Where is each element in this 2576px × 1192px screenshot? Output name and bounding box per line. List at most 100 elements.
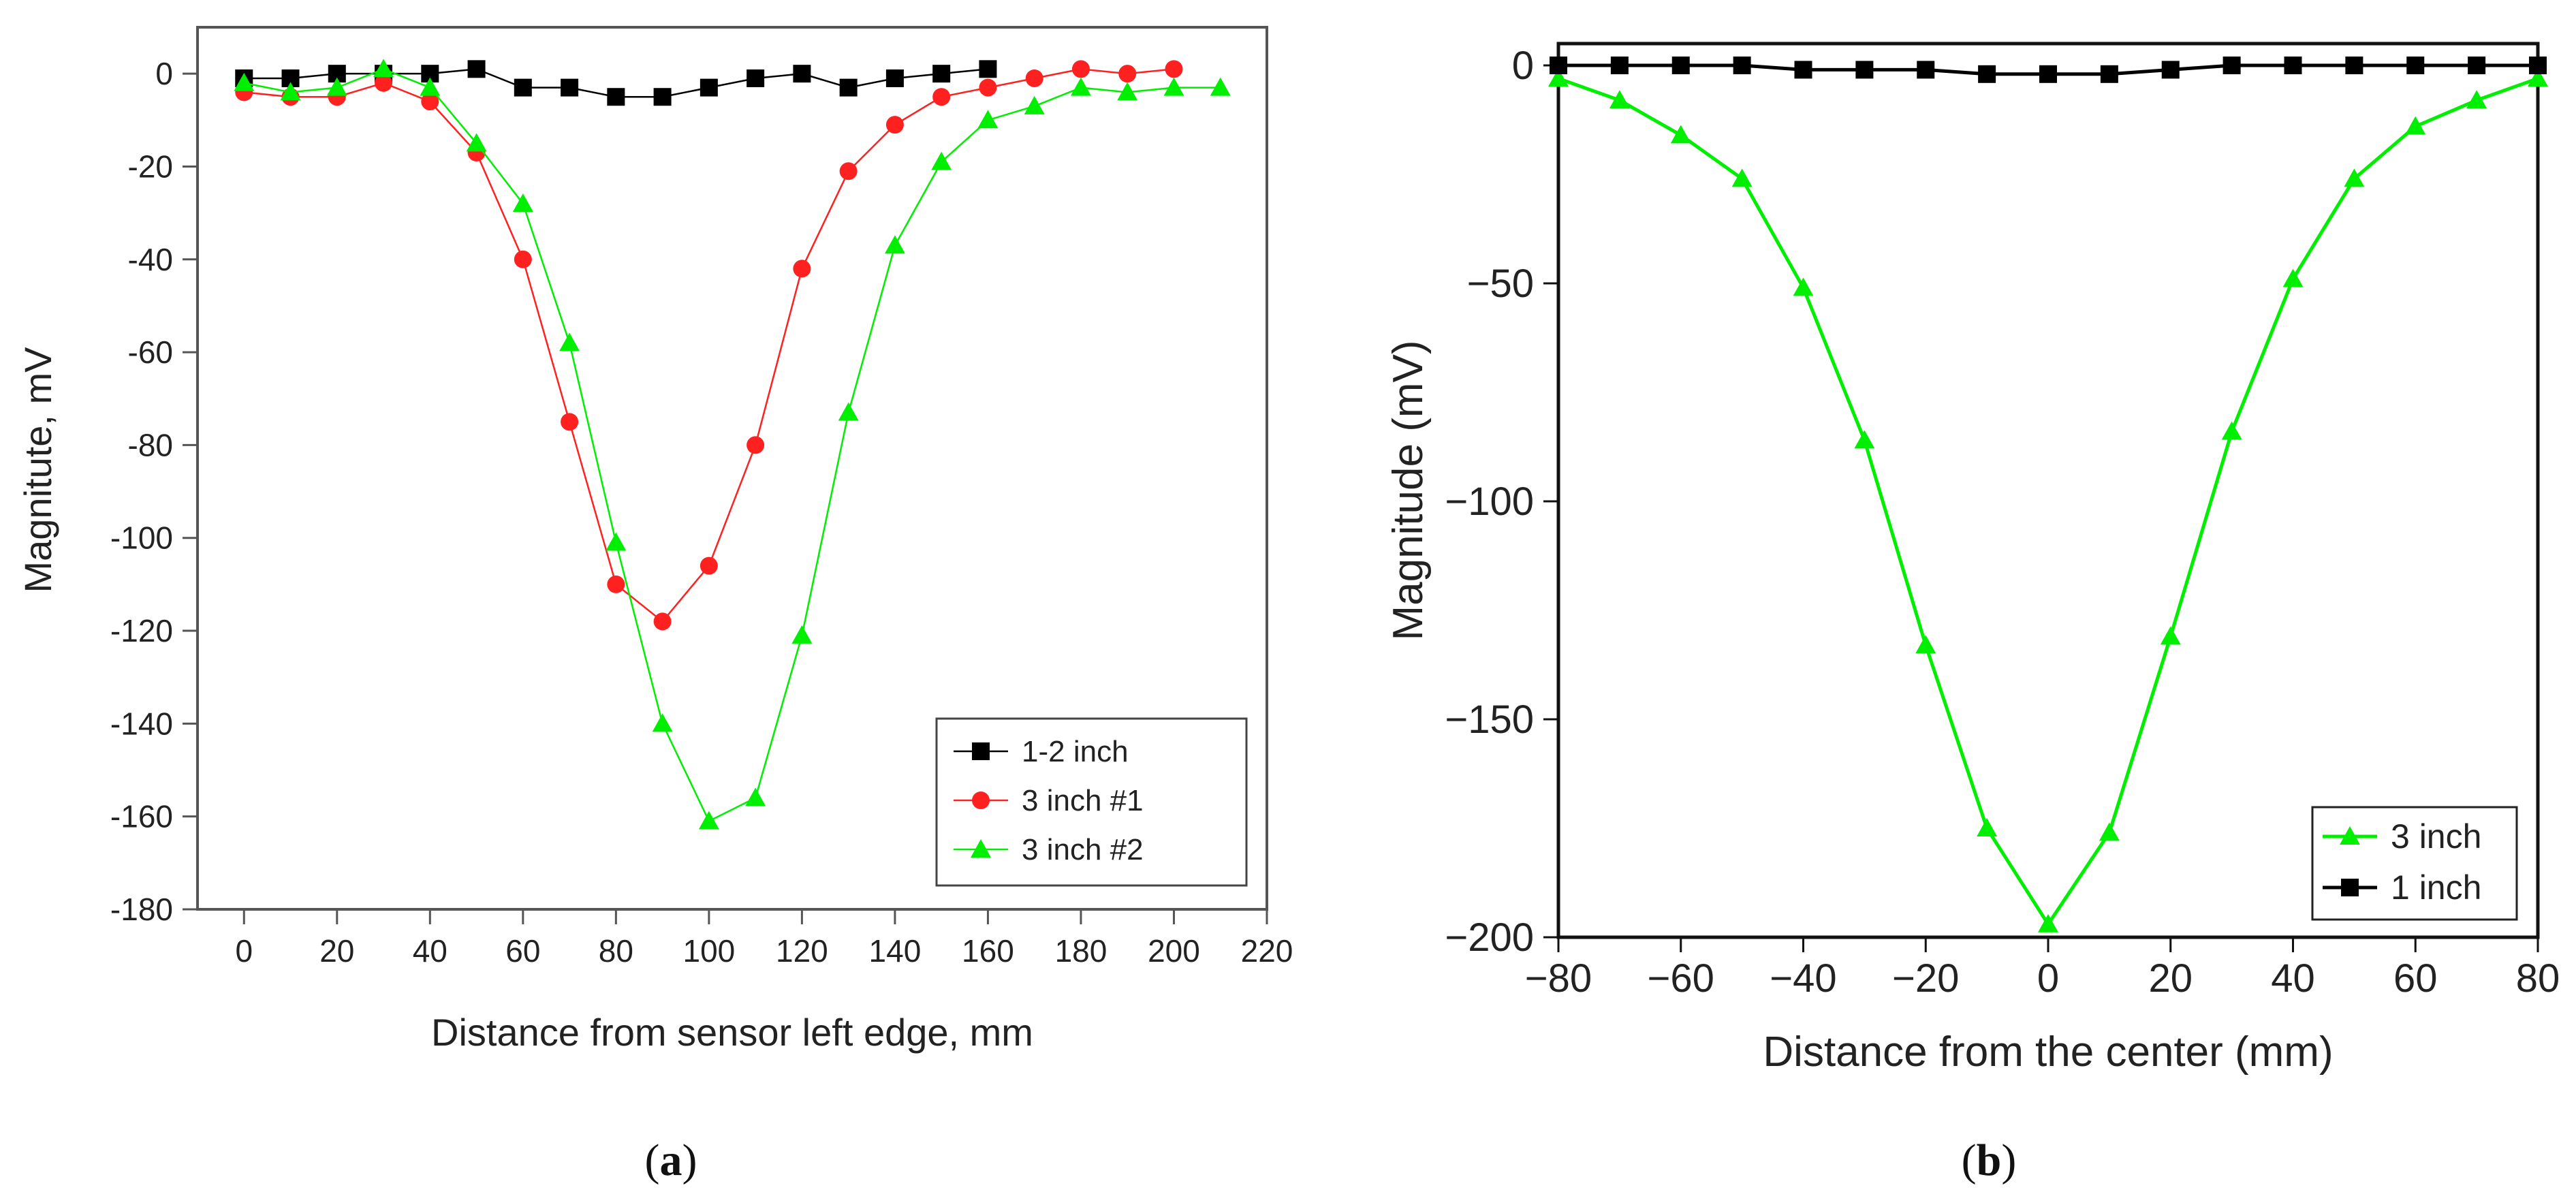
data-point xyxy=(514,250,532,268)
data-point xyxy=(839,162,858,181)
data-point xyxy=(2100,65,2118,83)
data-point xyxy=(466,133,487,152)
x-tick-label: 120 xyxy=(776,933,828,969)
data-point xyxy=(421,93,439,111)
x-tick-label: 220 xyxy=(1241,933,1293,969)
legend-marker xyxy=(972,791,990,809)
legend-marker xyxy=(972,742,990,760)
data-point xyxy=(1794,61,1812,79)
x-axis-title-a: Distance from sensor left edge, mm xyxy=(431,1011,1033,1054)
series-line xyxy=(244,67,1221,823)
data-point xyxy=(375,74,393,92)
data-point xyxy=(2284,57,2302,74)
x-tick-label: 20 xyxy=(319,933,354,969)
y-tick-label: −50 xyxy=(1467,262,1534,306)
x-tick-label: −40 xyxy=(1770,956,1836,1001)
data-point xyxy=(326,77,347,96)
data-point xyxy=(1071,60,1090,78)
y-tick-label: 0 xyxy=(1512,44,1534,88)
data-point xyxy=(793,65,811,83)
panel-label-a: (a) xyxy=(645,1135,697,1185)
y-tick-label: -40 xyxy=(128,242,173,277)
data-point xyxy=(1163,77,1184,96)
x-axis-title-b: Distance from the center (mm) xyxy=(1763,1029,2333,1076)
y-tick-label: -80 xyxy=(128,427,173,462)
data-point xyxy=(2468,57,2486,74)
data-point xyxy=(1165,60,1183,78)
series-3-inch-2 xyxy=(234,59,1231,830)
data-point xyxy=(1670,125,1691,144)
y-tick-label: -120 xyxy=(110,613,173,648)
data-point xyxy=(1917,61,1935,79)
data-point xyxy=(745,787,766,806)
data-point xyxy=(839,78,858,97)
x-tick-label: 160 xyxy=(962,933,1014,969)
panel-label-b: (b) xyxy=(1962,1135,2017,1185)
data-point xyxy=(1024,95,1045,114)
data-point xyxy=(932,65,951,83)
data-point xyxy=(561,78,579,97)
data-point xyxy=(653,88,672,106)
data-point xyxy=(373,59,394,78)
legend-b: 3 inch 1 inch xyxy=(2311,806,2518,921)
x-tick-label: 80 xyxy=(2516,956,2560,1001)
data-point xyxy=(2344,168,2365,187)
data-point xyxy=(607,575,625,593)
data-point xyxy=(559,332,580,351)
data-point xyxy=(2529,57,2547,74)
data-point xyxy=(1978,65,1996,83)
data-point xyxy=(1733,57,1751,74)
x-tick-label: 140 xyxy=(869,933,922,969)
data-point xyxy=(885,116,904,134)
data-point xyxy=(607,88,625,106)
data-point xyxy=(1793,277,1814,296)
x-tick-label: −20 xyxy=(1892,956,1959,1001)
data-point xyxy=(1550,57,1567,74)
x-tick-label: 60 xyxy=(2393,956,2438,1001)
data-point xyxy=(1977,818,1998,836)
legend-a: 1-2 inch 3 inch #1 3 inch #2 xyxy=(935,717,1248,887)
data-point xyxy=(1025,69,1043,87)
data-point xyxy=(280,82,301,101)
series-3-inch xyxy=(1548,68,2548,932)
data-point xyxy=(514,78,532,97)
x-tick-label: 60 xyxy=(505,933,540,969)
x-tick-label: 0 xyxy=(2037,956,2059,1001)
x-tick-label: 0 xyxy=(235,933,253,969)
y-tick-label: -100 xyxy=(110,520,173,556)
x-tick-label: 40 xyxy=(413,933,447,969)
data-point xyxy=(1117,82,1138,101)
x-tick-label: 200 xyxy=(1148,933,1200,969)
y-tick-label: -20 xyxy=(128,148,173,184)
data-point xyxy=(979,60,997,78)
data-point xyxy=(2099,822,2120,841)
legend-marker xyxy=(971,839,991,858)
data-point xyxy=(2039,65,2057,83)
legend-frame-b xyxy=(2311,806,2518,921)
legend-marker xyxy=(2340,826,2360,845)
y-tick-label: -180 xyxy=(110,892,173,927)
data-point xyxy=(747,69,765,87)
data-point xyxy=(791,625,813,644)
data-point xyxy=(932,88,951,106)
data-point xyxy=(1548,68,1569,87)
data-point xyxy=(2161,61,2180,79)
data-point xyxy=(1854,430,1875,449)
data-point xyxy=(653,612,672,631)
data-point xyxy=(747,436,765,454)
series-1-inch xyxy=(1550,57,2547,83)
data-point xyxy=(2466,90,2487,109)
y-tick-label: −100 xyxy=(1445,480,1534,524)
data-point xyxy=(977,110,999,129)
data-point xyxy=(838,402,859,421)
y-tick-label: −150 xyxy=(1445,697,1534,742)
y-tick-label: -140 xyxy=(110,706,173,741)
data-point xyxy=(1609,90,1630,109)
y-tick-label: −200 xyxy=(1445,915,1534,960)
data-point xyxy=(2221,421,2242,440)
data-point xyxy=(885,69,904,87)
data-point xyxy=(2345,57,2363,74)
data-point xyxy=(1671,57,1690,74)
x-tick-label: −80 xyxy=(1525,956,1592,1001)
data-point xyxy=(512,193,533,212)
